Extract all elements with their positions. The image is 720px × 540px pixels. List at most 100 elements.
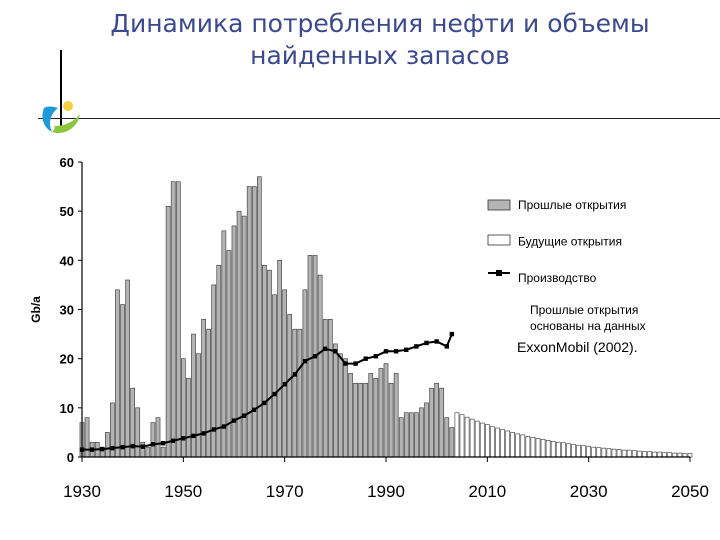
production-point-1964 [252, 407, 257, 412]
future-discovery-bar-2011 [490, 426, 495, 458]
production-point-1966 [262, 400, 267, 406]
future-discovery-bar-2044 [657, 451, 662, 458]
production-point-1992 [393, 349, 399, 354]
future-discovery-bar-2032 [596, 447, 602, 458]
past-discovery-bar-1947 [165, 205, 171, 458]
past-discovery-bar-2002 [444, 417, 450, 458]
x-tick-label: 1970 [266, 482, 304, 501]
logo-icon [42, 101, 80, 134]
future-discovery-bar-2014 [505, 430, 510, 458]
past-discovery-bar-1968 [272, 294, 277, 458]
past-discovery-bar-1972 [292, 328, 298, 458]
x-tick-label: 1930 [63, 482, 101, 501]
slide-title-line-1: Динамика потребления нефти и объемы [110, 9, 650, 38]
past-discovery-bar-1984 [353, 382, 358, 458]
x-tick-label: 1950 [164, 482, 202, 501]
past-discovery-bar-1951 [186, 378, 191, 458]
future-discovery-bar-2009 [479, 422, 485, 458]
legend-swatch-production-marker [496, 270, 502, 276]
past-discovery-bar-2003 [449, 427, 455, 458]
past-discovery-bar-1989 [378, 368, 384, 458]
legend-swatch-future [487, 234, 511, 246]
production-point-1940 [130, 443, 135, 449]
production-point-1954 [201, 431, 206, 436]
past-discovery-bar-1942 [140, 441, 146, 458]
production-point-2002 [444, 344, 449, 349]
future-discovery-bar-2010 [485, 424, 490, 458]
past-discovery-bar-1955 [206, 328, 211, 458]
future-discovery-bar-2033 [601, 447, 607, 458]
future-discovery-bar-2012 [495, 427, 500, 458]
past-discovery-bar-1949 [175, 181, 181, 458]
future-discovery-bar-2037 [621, 449, 627, 458]
past-discovery-bar-1959 [226, 250, 232, 458]
future-discovery-bar-2042 [647, 451, 652, 458]
future-discovery-bar-2043 [652, 451, 657, 458]
future-discovery-bar-2025 [561, 442, 566, 458]
legend-label-2: Производство [518, 271, 597, 285]
past-discovery-bar-1954 [201, 319, 206, 458]
production-point-1978 [323, 346, 328, 352]
past-discovery-bar-1988 [373, 378, 379, 458]
legend-swatch-past [487, 199, 511, 211]
past-discovery-bar-1997 [419, 407, 424, 458]
past-discovery-bar-1973 [297, 328, 303, 458]
past-discovery-bar-1966 [262, 264, 267, 458]
y-tick-label: 10 [60, 401, 74, 416]
past-discovery-bar-1953 [196, 353, 201, 458]
past-discovery-bar-1993 [398, 417, 404, 458]
production-point-1996 [414, 344, 419, 349]
future-discovery-bar-2022 [545, 439, 551, 458]
past-discovery-bar-1967 [267, 269, 272, 458]
note-line-2: ExxonMobil (2002). [517, 339, 638, 355]
past-discovery-bar-1945 [155, 417, 161, 458]
production-point-1934 [100, 446, 105, 452]
past-discovery-bar-1938 [120, 304, 125, 458]
future-discovery-bar-2031 [591, 446, 597, 458]
future-discovery-bar-2023 [550, 440, 556, 458]
x-tick-label: 2030 [570, 482, 608, 501]
future-discovery-bar-2008 [474, 420, 480, 458]
past-discovery-bar-1962 [241, 215, 247, 458]
past-discovery-bar-1985 [358, 382, 363, 458]
production-point-1962 [241, 413, 247, 418]
production-point-1946 [160, 441, 166, 446]
past-discovery-bar-1983 [348, 373, 353, 458]
production-point-1950 [181, 436, 186, 441]
past-discovery-bar-1977 [317, 274, 323, 458]
production-point-1980 [333, 349, 338, 354]
future-discovery-bar-2006 [464, 416, 470, 458]
production-point-1944 [150, 442, 156, 447]
vertical-rule [60, 50, 62, 126]
future-discovery-bar-2046 [667, 452, 673, 458]
past-discovery-bar-1975 [307, 255, 313, 458]
past-discovery-bar-1939 [125, 279, 130, 458]
y-tick-label: 40 [60, 253, 74, 268]
y-tick-label: 30 [60, 303, 74, 318]
y-tick-label: 20 [60, 352, 74, 367]
slide-title: Динамика потребления нефти и объемы найд… [40, 8, 720, 72]
past-discovery-bar-1943 [145, 446, 151, 458]
past-discovery-bar-1961 [236, 210, 242, 458]
production-point-1968 [272, 391, 277, 397]
production-point-1952 [191, 433, 196, 439]
future-discovery-bar-2018 [525, 436, 531, 458]
production-point-1972 [292, 372, 297, 377]
slide-title-line-2: найденных запасов [250, 41, 510, 70]
future-discovery-bar-2039 [631, 450, 637, 458]
past-discovery-bar-1990 [383, 363, 389, 458]
future-discovery-bar-2020 [535, 438, 541, 458]
future-discovery-bar-2026 [566, 443, 571, 458]
past-discovery-bar-1950 [181, 358, 186, 458]
future-discovery-bar-2027 [571, 443, 576, 458]
production-point-1982 [343, 361, 348, 366]
future-discovery-bar-2007 [469, 418, 475, 458]
x-tick-label: 2010 [468, 482, 506, 501]
past-discovery-bar-1964 [251, 186, 257, 458]
past-discovery-bar-1948 [170, 181, 176, 458]
production-point-1956 [211, 427, 216, 432]
production-point-1958 [221, 424, 227, 429]
logo-blue-shape [42, 106, 58, 132]
past-discovery-bar-1931 [84, 417, 90, 458]
